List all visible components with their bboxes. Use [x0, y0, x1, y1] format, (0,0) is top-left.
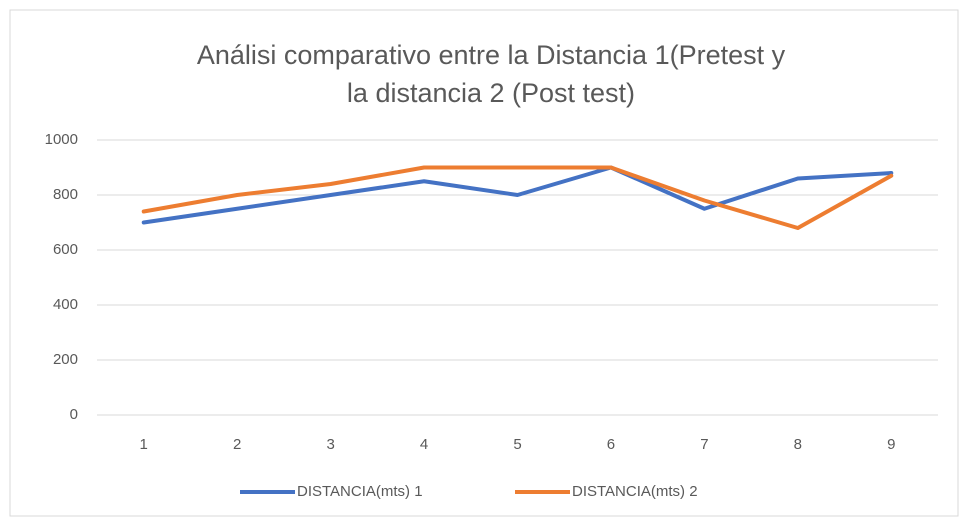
x-tick-label: 4 [420, 436, 428, 453]
legend-label: DISTANCIA(mts) 2 [572, 483, 698, 500]
y-tick-label: 1000 [45, 131, 78, 148]
x-tick-label: 7 [700, 436, 708, 453]
legend-label: DISTANCIA(mts) 1 [297, 483, 423, 500]
y-tick-label: 0 [70, 406, 78, 423]
x-tick-label: 3 [326, 436, 334, 453]
chart-title: la distancia 2 (Post test) [347, 78, 635, 108]
y-tick-label: 800 [53, 186, 78, 203]
y-tick-label: 600 [53, 241, 78, 258]
x-tick-label: 5 [513, 436, 521, 453]
x-tick-label: 1 [140, 436, 148, 453]
chart-border [9, 9, 959, 517]
chart-title: Análisi comparativo entre la Distancia 1… [197, 40, 786, 70]
x-tick-label: 6 [607, 436, 615, 453]
y-tick-label: 400 [53, 296, 78, 313]
x-tick-label: 2 [233, 436, 241, 453]
x-tick-label: 9 [887, 436, 895, 453]
data-line [141, 165, 894, 230]
x-tick-label: 8 [794, 436, 802, 453]
y-tick-label: 200 [53, 351, 78, 368]
data-line [141, 165, 894, 225]
